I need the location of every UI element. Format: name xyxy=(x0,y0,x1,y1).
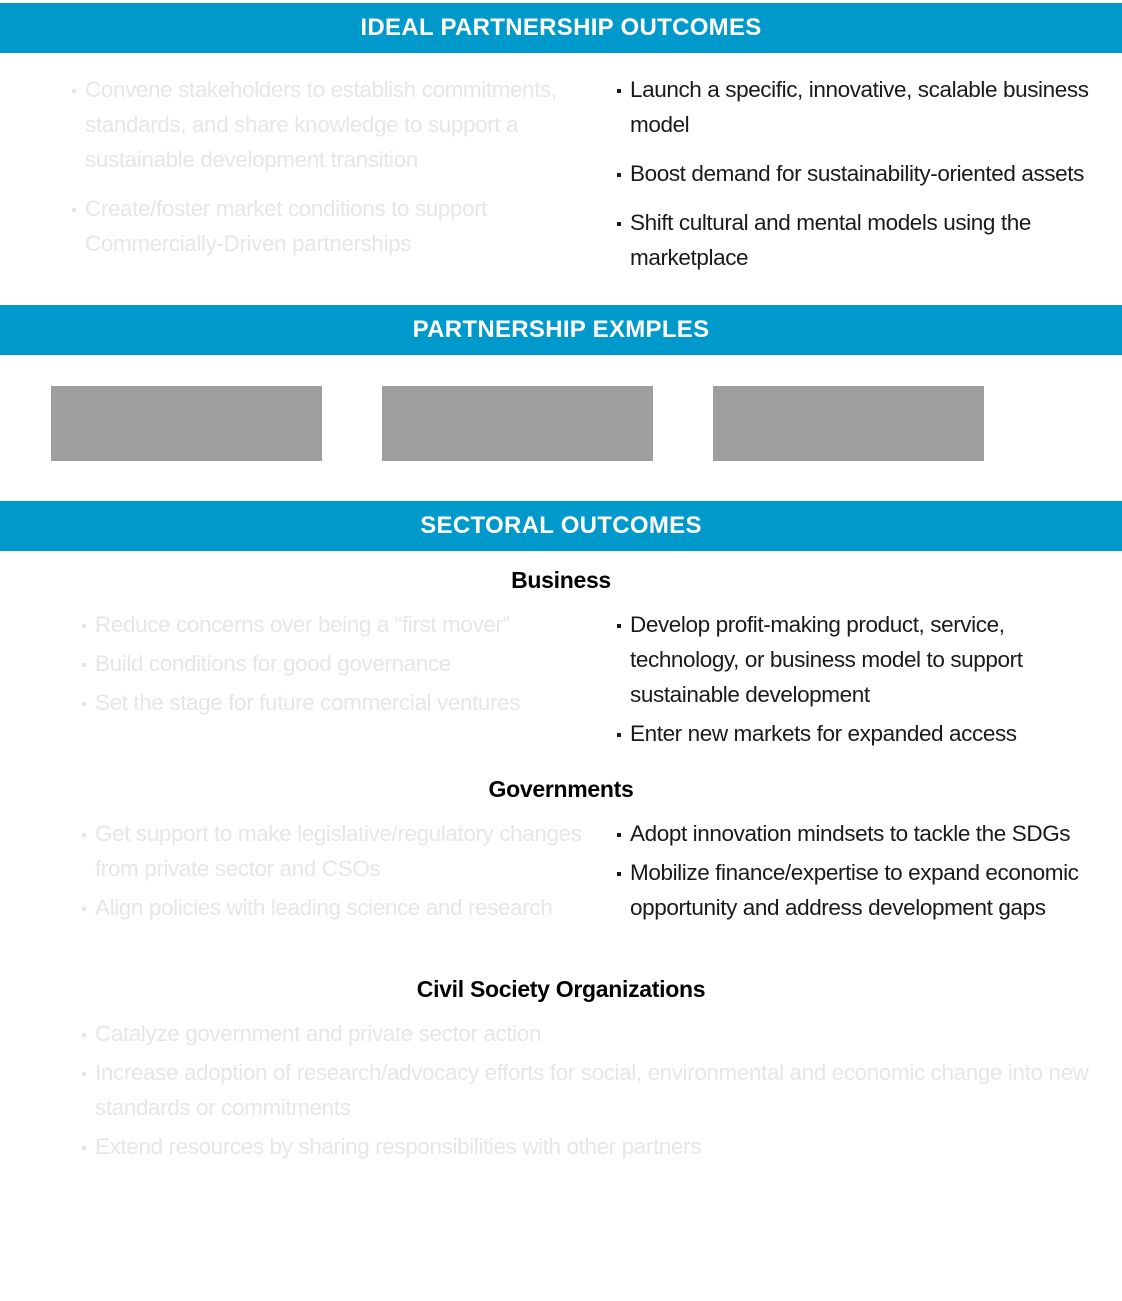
list-item-text: Convene stakeholders to establish commit… xyxy=(85,77,557,172)
list-item: Enter new markets for expanded access xyxy=(616,716,1106,751)
list-item: Adopt innovation mindsets to tackle the … xyxy=(616,816,1106,851)
list-item-text: Launch a specific, innovative, scalable … xyxy=(630,77,1089,137)
business-heading: Business xyxy=(511,567,611,593)
bullet-icon xyxy=(82,1072,86,1076)
bullet-icon xyxy=(82,702,86,706)
business-left-list: Reduce concerns over being a “first move… xyxy=(81,607,601,724)
list-item: Build conditions for good governance xyxy=(81,646,601,681)
governments-heading: Governments xyxy=(488,776,634,802)
ideal-outcomes-right-list: Launch a specific, innovative, scalable … xyxy=(616,72,1106,289)
bullet-icon xyxy=(617,222,621,226)
list-item-text: Set the stage for future commercial vent… xyxy=(95,690,521,715)
bullet-icon xyxy=(72,89,76,93)
list-item: Extend resources by sharing responsibili… xyxy=(81,1129,1111,1164)
bullet-icon xyxy=(617,833,621,837)
list-item: Create/foster market conditions to suppo… xyxy=(71,191,571,261)
ideal-outcomes-header: IDEAL PARTNERSHIP OUTCOMES xyxy=(0,3,1122,53)
governments-left-list: Get support to make legislative/regulato… xyxy=(81,816,601,929)
partnership-example-placeholder xyxy=(382,386,653,461)
list-item-text: Shift cultural and mental models using t… xyxy=(630,210,1031,270)
bullet-icon xyxy=(617,872,621,876)
list-item: Reduce concerns over being a “first move… xyxy=(81,607,601,642)
partnership-example-placeholder xyxy=(713,386,984,461)
list-item-text: Adopt innovation mindsets to tackle the … xyxy=(630,821,1071,846)
list-item: Convene stakeholders to establish commit… xyxy=(71,72,571,177)
list-item-text: Create/foster market conditions to suppo… xyxy=(85,196,488,256)
list-item-text: Reduce concerns over being a “first move… xyxy=(95,612,510,637)
list-item: Catalyze government and private sector a… xyxy=(81,1016,1111,1051)
bullet-icon xyxy=(617,624,621,628)
list-item-text: Extend resources by sharing responsibili… xyxy=(95,1134,701,1159)
bullet-icon xyxy=(617,89,621,93)
partnership-example-placeholder xyxy=(51,386,322,461)
list-item-text: Mobilize finance/expertise to expand eco… xyxy=(630,860,1079,920)
list-item-text: Enter new markets for expanded access xyxy=(630,721,1017,746)
business-right-list: Develop profit-making product, service, … xyxy=(616,607,1106,755)
bullet-icon xyxy=(72,208,76,212)
bullet-icon xyxy=(617,733,621,737)
list-item: Mobilize finance/expertise to expand eco… xyxy=(616,855,1106,925)
list-item-text: Increase adoption of research/advocacy e… xyxy=(95,1060,1089,1120)
bullet-icon xyxy=(82,663,86,667)
list-item-text: Boost demand for sustainability-oriented… xyxy=(630,161,1084,186)
list-item-text: Catalyze government and private sector a… xyxy=(95,1021,541,1046)
cso-list: Catalyze government and private sector a… xyxy=(81,1016,1111,1168)
list-item-text: Get support to make legislative/regulato… xyxy=(95,821,582,881)
bullet-icon xyxy=(617,173,621,177)
ideal-outcomes-left-list: Convene stakeholders to establish commit… xyxy=(71,72,571,275)
list-item: Boost demand for sustainability-oriented… xyxy=(616,156,1106,191)
bullet-icon xyxy=(82,624,86,628)
list-item: Get support to make legislative/regulato… xyxy=(81,816,601,886)
sectoral-outcomes-header: SECTORAL OUTCOMES xyxy=(0,501,1122,551)
list-item-text: Align policies with leading science and … xyxy=(95,895,553,920)
list-item: Develop profit-making product, service, … xyxy=(616,607,1106,712)
governments-right-list: Adopt innovation mindsets to tackle the … xyxy=(616,816,1106,929)
bullet-icon xyxy=(82,907,86,911)
bullet-icon xyxy=(82,1146,86,1150)
cso-heading: Civil Society Organizations xyxy=(416,976,706,1002)
list-item: Increase adoption of research/advocacy e… xyxy=(81,1055,1111,1125)
bullet-icon xyxy=(82,833,86,837)
list-item: Launch a specific, innovative, scalable … xyxy=(616,72,1106,142)
bullet-icon xyxy=(82,1033,86,1037)
list-item: Align policies with leading science and … xyxy=(81,890,601,925)
partnership-examples-header: PARTNERSHIP EXMPLES xyxy=(0,305,1122,355)
list-item-text: Develop profit-making product, service, … xyxy=(630,612,1023,707)
list-item: Set the stage for future commercial vent… xyxy=(81,685,601,720)
list-item-text: Build conditions for good governance xyxy=(95,651,451,676)
list-item: Shift cultural and mental models using t… xyxy=(616,205,1106,275)
